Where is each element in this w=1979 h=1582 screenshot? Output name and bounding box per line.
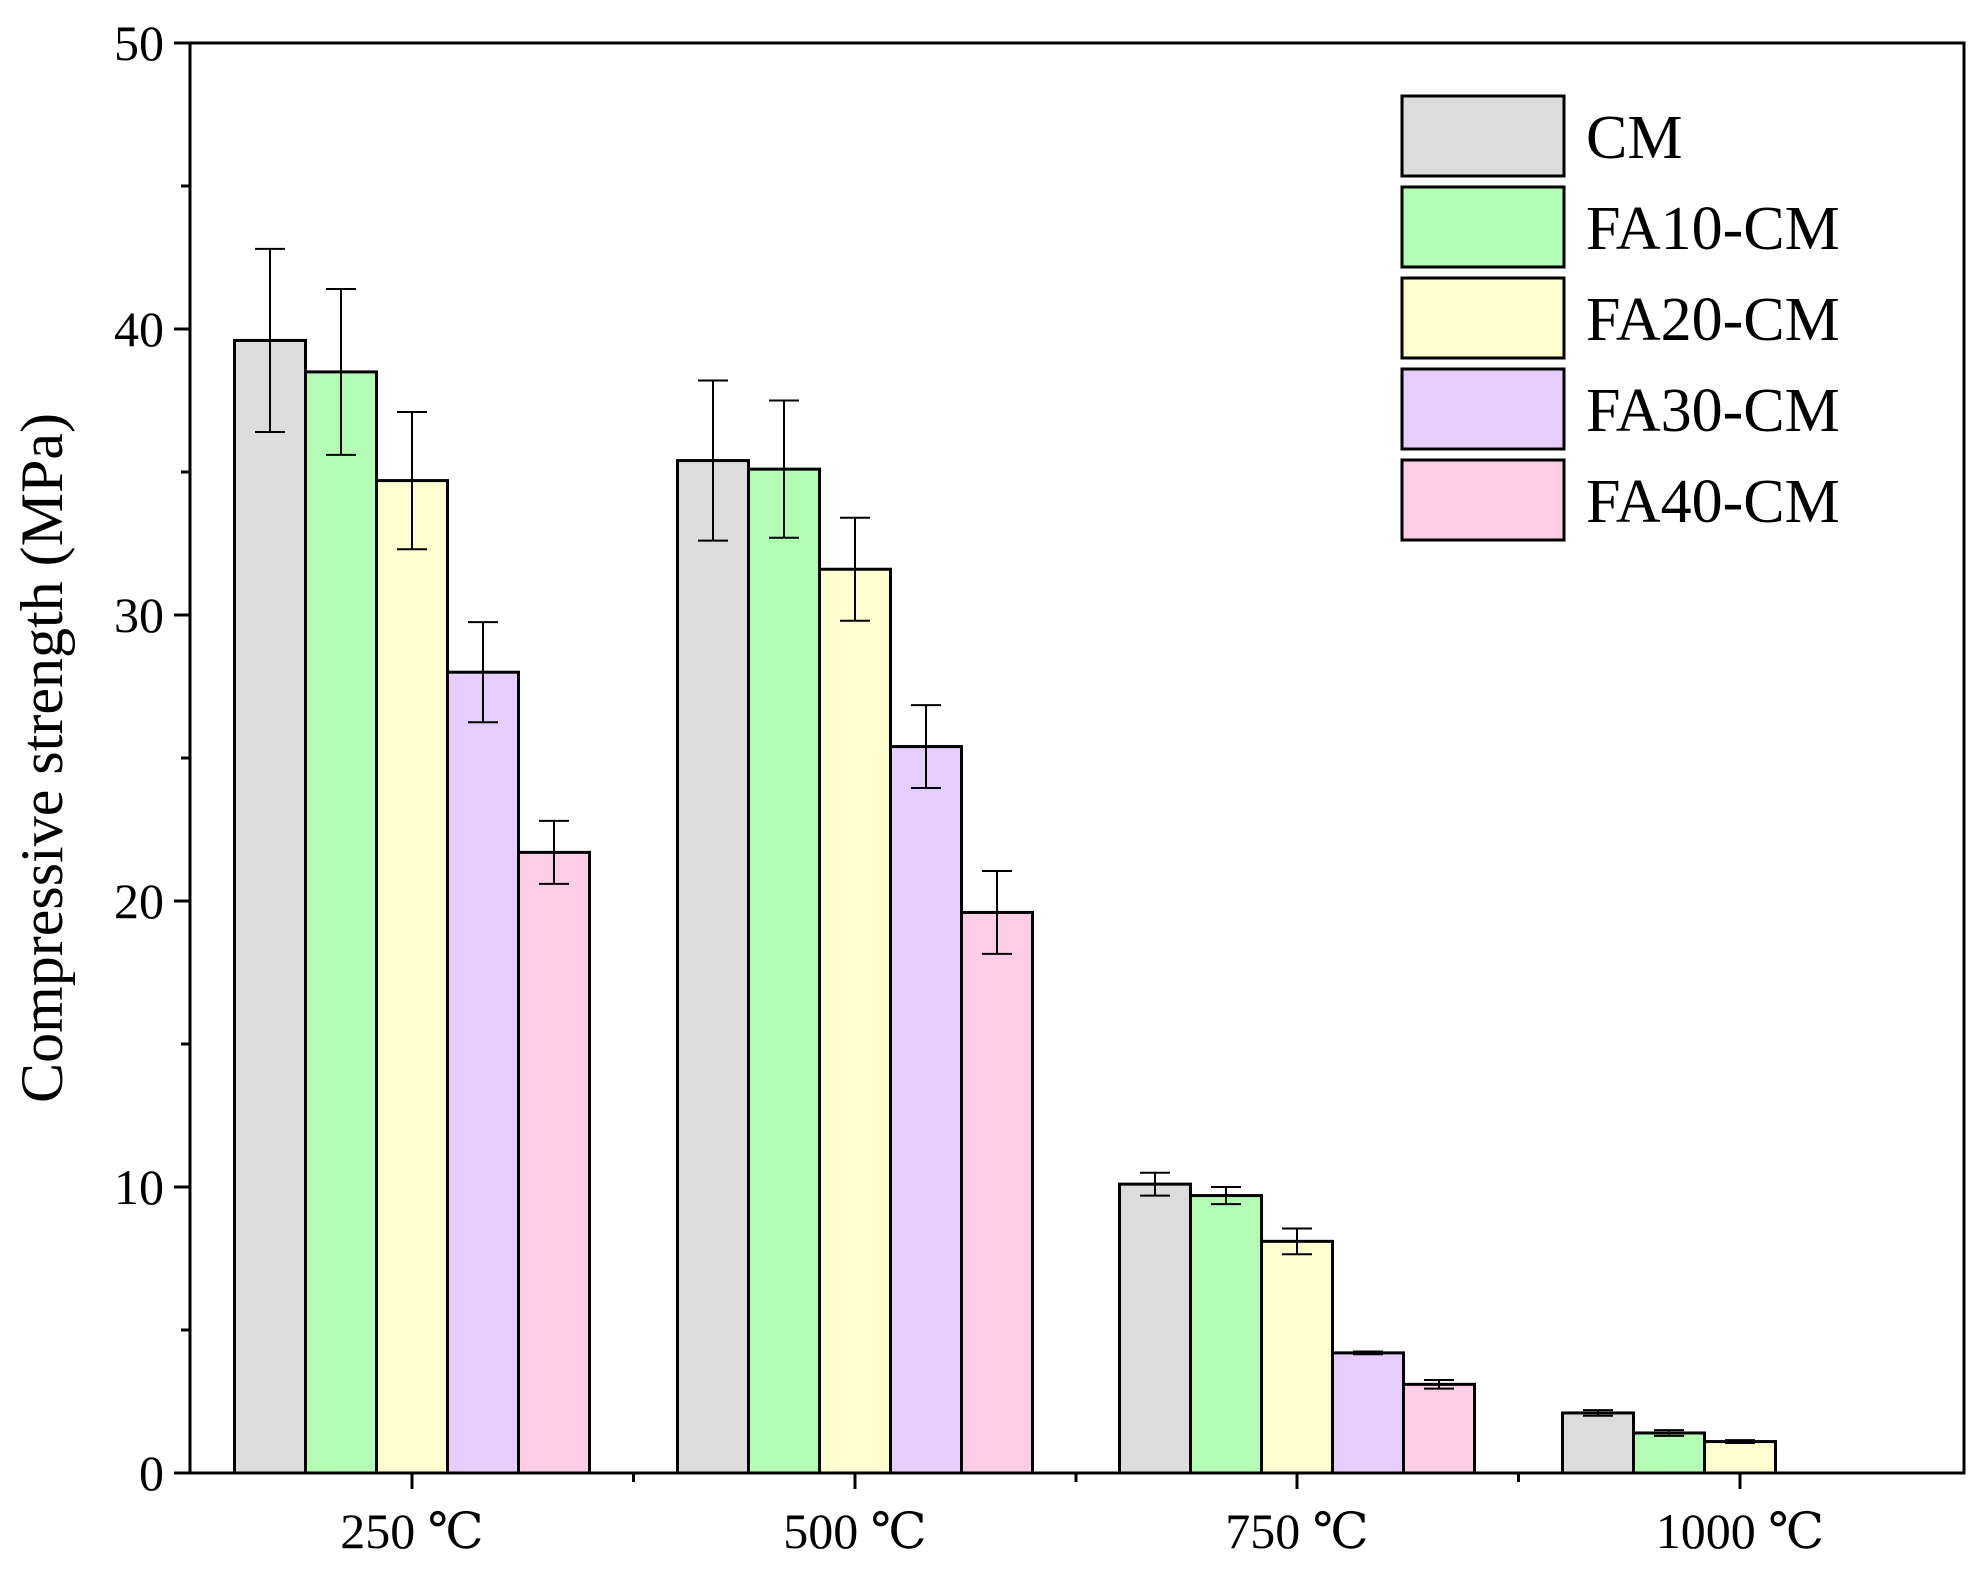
legend-item-cm: CM	[1400, 94, 1682, 178]
legend: CM FA10-CM FA20-CM FA30-CM FA40-CM	[1400, 94, 1840, 542]
legend-swatch-fa20-cm	[1400, 276, 1566, 360]
legend-item-fa30-cm: FA30-CM	[1400, 367, 1840, 451]
error-bar-fa40-cm-0	[539, 819, 569, 885]
x-tick-label-0: 250 ℃	[340, 1503, 483, 1559]
legend-label-fa10-cm: FA10-CM	[1586, 195, 1840, 263]
legend-swatch-fa10-cm	[1400, 185, 1566, 269]
legend-label-fa40-cm: FA40-CM	[1586, 468, 1840, 536]
bar-fa10-cm-1	[747, 467, 821, 1475]
bar-cm-2	[1118, 1182, 1192, 1475]
error-bar-fa20-cm-2	[1282, 1227, 1312, 1256]
x-tick-label-3: 1000 ℃	[1656, 1503, 1824, 1559]
error-bar-fa30-cm-2	[1353, 1350, 1383, 1356]
legend-label-fa20-cm: FA20-CM	[1586, 286, 1840, 354]
bar-fa30-cm-1	[889, 745, 963, 1475]
error-bar-fa10-cm-1	[769, 399, 799, 539]
y-axis-label: Compressive strength (MPa)	[9, 413, 75, 1103]
bar-fa20-cm-1	[818, 567, 892, 1475]
error-bar-fa30-cm-0	[468, 621, 498, 724]
y-tick-label-50: 50	[114, 15, 164, 71]
y-tick-label-40: 40	[114, 301, 164, 357]
error-bar-cm-0	[255, 247, 285, 433]
y-tick-label-30: 30	[114, 587, 164, 643]
bar-fa40-cm-2	[1402, 1382, 1476, 1475]
x-tick-label-1: 500 ℃	[783, 1503, 926, 1559]
bar-fa40-cm-0	[517, 850, 591, 1475]
error-bar-fa20-cm-1	[840, 516, 870, 622]
legend-item-fa40-cm: FA40-CM	[1400, 458, 1840, 542]
error-bar-fa20-cm-0	[397, 410, 427, 551]
bar-cm-3	[1561, 1411, 1635, 1475]
error-bar-fa10-cm-2	[1211, 1186, 1241, 1206]
bar-fa10-cm-3	[1632, 1431, 1706, 1475]
bar-fa10-cm-2	[1189, 1194, 1263, 1475]
legend-item-fa20-cm: FA20-CM	[1400, 276, 1840, 360]
y-tick-label-20: 20	[114, 873, 164, 929]
legend-item-fa10-cm: FA10-CM	[1400, 185, 1840, 269]
legend-swatch-fa30-cm	[1400, 367, 1566, 451]
error-bars-layer	[255, 247, 1755, 1444]
error-bar-cm-1	[698, 379, 728, 542]
error-bar-cm-2	[1140, 1171, 1170, 1197]
error-bar-fa40-cm-1	[982, 869, 1012, 955]
error-bar-cm-3	[1583, 1409, 1613, 1417]
y-tick-label-10: 10	[114, 1159, 164, 1215]
bar-cm-0	[233, 338, 307, 1475]
error-bar-fa10-cm-3	[1654, 1429, 1684, 1437]
bar-fa20-cm-3	[1703, 1440, 1777, 1475]
y-axis-ticks: 0 10 20 30 40 50	[114, 15, 190, 1501]
error-bar-fa40-cm-2	[1424, 1379, 1454, 1390]
x-axis-ticks: 250 ℃ 500 ℃ 750 ℃ 1000 ℃	[340, 1473, 1824, 1559]
y-tick-label-0: 0	[139, 1445, 164, 1501]
error-bar-fa20-cm-3	[1725, 1439, 1755, 1444]
bar-cm-1	[676, 459, 750, 1475]
error-bar-fa10-cm-0	[326, 287, 356, 456]
bar-fa10-cm-0	[304, 370, 378, 1475]
bar-fa30-cm-2	[1331, 1351, 1405, 1475]
legend-swatch-fa40-cm	[1400, 458, 1566, 542]
error-bar-fa30-cm-1	[911, 704, 941, 790]
bar-fa20-cm-0	[375, 479, 449, 1475]
legend-label-fa30-cm: FA30-CM	[1586, 377, 1840, 445]
bar-fa30-cm-0	[446, 670, 520, 1475]
bar-fa20-cm-2	[1260, 1239, 1334, 1475]
bar-fa40-cm-1	[960, 910, 1034, 1475]
x-tick-label-2: 750 ℃	[1225, 1503, 1368, 1559]
legend-label-cm: CM	[1586, 104, 1682, 172]
legend-swatch-cm	[1400, 94, 1566, 178]
